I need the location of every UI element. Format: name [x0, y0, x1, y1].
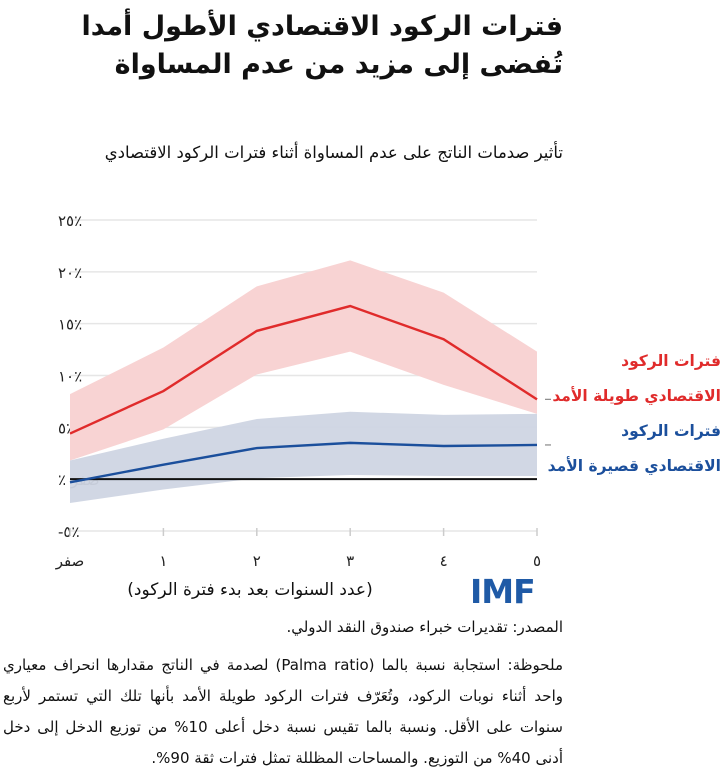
series-line — [69, 304, 538, 435]
confidence-band — [70, 260, 537, 461]
x-tick-label: ٢ — [253, 552, 261, 570]
chart-title: فترات الركود الاقتصادي الأطول أمدا تُفضى… — [81, 11, 563, 80]
confidence-band — [70, 411, 537, 504]
legend-short-line1: فترات الركود — [621, 422, 721, 440]
legend-long-line1: فترات الركود — [621, 352, 721, 370]
x-tick-label: ٣ — [346, 552, 354, 570]
y-tick-label: ٪٢٠ — [58, 264, 82, 282]
y-tick-label: ٪١٥ — [58, 316, 82, 334]
imf-logo: IMF — [470, 572, 536, 611]
chart-subtitle: تأثير صدمات الناتج على عدم المساواة أثنا… — [104, 143, 563, 162]
y-tick-label: ٪٥- — [58, 523, 80, 541]
x-axis-label: (عدد السنوات بعد بدء فترة الركود) — [127, 580, 373, 600]
x-tick-label: ١ — [159, 552, 167, 570]
source-note: المصدر: تقديرات خبراء صندوق النقد الدولي… — [286, 618, 563, 636]
x-tick-label: صفر — [55, 552, 85, 570]
legend-short-line2: الاقتصادي قصيرة الأمد — [547, 457, 721, 475]
footnote: ملحوظة: استجابة نسبة بالما (Palma ratio)… — [3, 656, 563, 767]
y-tick-label: ٪١٠ — [58, 368, 82, 386]
series-line — [69, 441, 538, 484]
y-tick-label: ٪٢٥ — [58, 212, 82, 230]
legend-long-line2: الاقتصادي طويلة الأمد — [552, 387, 721, 405]
x-tick-label: ٥ — [533, 552, 541, 570]
x-tick-label: ٤ — [440, 552, 448, 570]
